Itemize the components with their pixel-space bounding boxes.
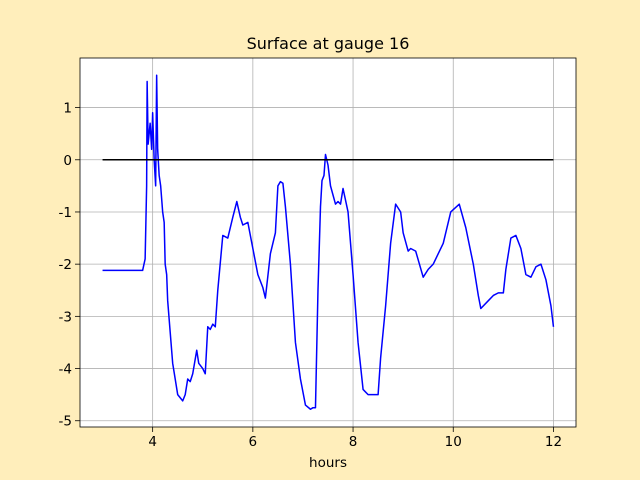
x-tick-label: 10 <box>445 434 462 450</box>
y-tick-label: -4 <box>59 362 72 378</box>
y-tick-label: -5 <box>59 414 72 430</box>
y-tick-label: 0 <box>63 153 72 169</box>
data-line <box>102 74 555 411</box>
chart-title: Surface at gauge 16 <box>247 34 410 53</box>
axes-frame <box>79 57 577 428</box>
x-tick-label: 6 <box>249 434 258 450</box>
plot-area <box>80 58 576 427</box>
y-tick-label: 1 <box>63 101 72 117</box>
x-tick-label: 4 <box>148 434 157 450</box>
y-tick-label: -1 <box>59 205 72 221</box>
y-tick-label: -3 <box>59 309 72 325</box>
x-axis-label: hours <box>309 455 347 471</box>
x-tick-label: 12 <box>545 434 562 450</box>
y-tick-label: -2 <box>59 257 72 273</box>
x-tick-label: 8 <box>349 434 358 450</box>
